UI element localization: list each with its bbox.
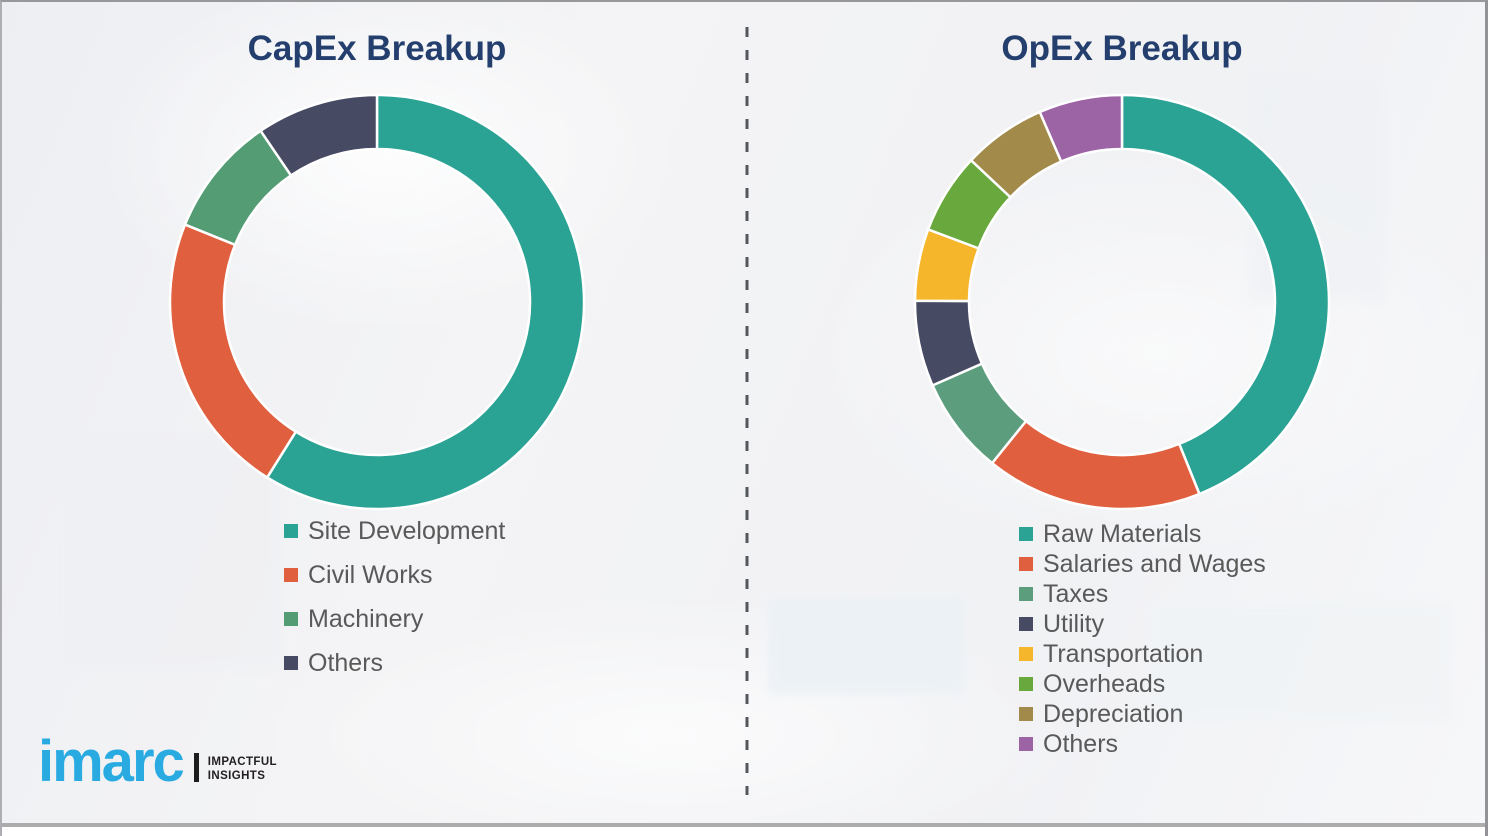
- legend-label: Site Development: [308, 516, 506, 545]
- logo-tagline: IMPACTFUL INSIGHTS: [208, 755, 277, 783]
- legend-item: Overheads: [1019, 669, 1266, 699]
- opex-donut-chart: [913, 93, 1331, 511]
- legend-label: Overheads: [1043, 669, 1166, 698]
- legend-marker-taxes: [1019, 587, 1033, 601]
- donut-segment-raw-materials: [1120, 93, 1331, 496]
- legend-item: Taxes: [1019, 579, 1266, 609]
- tagline-line2: INSIGHTS: [207, 769, 266, 782]
- legend-label: Raw Materials: [1043, 519, 1202, 548]
- donut-segment-civil-works: [168, 222, 298, 480]
- legend-label: Taxes: [1043, 579, 1109, 608]
- tagline-line1: IMPACTFUL: [207, 755, 277, 768]
- bottom-margin: [2, 827, 1485, 836]
- legend-item: Others: [284, 648, 505, 678]
- background-texture: [768, 598, 964, 694]
- legend-item: Salaries and Wages: [1019, 549, 1266, 579]
- legend-marker-utility: [1019, 617, 1033, 631]
- legend-label: Salaries and Wages: [1043, 549, 1266, 578]
- legend-label: Utility: [1043, 609, 1105, 638]
- legend-item: Depreciation: [1019, 699, 1266, 729]
- capex-chart-title: CapEx Breakup: [247, 29, 507, 68]
- legend-marker-others: [1019, 737, 1033, 751]
- dashed-divider: [745, 27, 749, 795]
- legend-marker-depreciation: [1019, 707, 1033, 721]
- opex-chart-title: OpEx Breakup: [1001, 29, 1243, 68]
- legend-label: Others: [308, 648, 384, 677]
- legend-label: Civil Works: [308, 560, 433, 589]
- legend-item: Raw Materials: [1019, 519, 1266, 549]
- opex-legend: Raw Materials Salaries and Wages Taxes U…: [1019, 519, 1266, 759]
- donut-segment-site-development: [265, 93, 586, 511]
- legend-label: Others: [1043, 729, 1119, 758]
- legend-item: Machinery: [284, 604, 505, 634]
- bottom-border-line: [2, 823, 1485, 827]
- legend-item: Utility: [1019, 609, 1266, 639]
- donut-segment-others: [1038, 93, 1124, 164]
- legend-marker-transportation: [1019, 647, 1033, 661]
- legend-label: Transportation: [1043, 639, 1204, 668]
- legend-item: Civil Works: [284, 560, 505, 590]
- legend-item: Others: [1019, 729, 1266, 759]
- donut-segment-salaries-and-wages: [990, 419, 1202, 511]
- donut-segment-others: [258, 93, 379, 178]
- legend-item: Site Development: [284, 516, 505, 546]
- legend-marker-salaries-and-wages: [1019, 557, 1033, 571]
- imarc-wordmark: imarc: [38, 729, 185, 794]
- capex-donut-chart: [168, 93, 586, 511]
- legend-marker-site-development: [284, 524, 298, 538]
- legend-marker-overheads: [1019, 677, 1033, 691]
- legend-item: Transportation: [1019, 639, 1266, 669]
- legend-marker-civil-works: [284, 568, 298, 582]
- legend-marker-machinery: [284, 612, 298, 626]
- legend-label: Machinery: [308, 604, 424, 633]
- capex-legend: Site Development Civil Works Machinery O…: [284, 516, 505, 692]
- legend-marker-raw-materials: [1019, 527, 1033, 541]
- logo-divider-bar: [193, 752, 199, 782]
- legend-marker-others: [284, 656, 298, 670]
- legend-label: Depreciation: [1043, 699, 1184, 728]
- imarc-logo: imarc IMPACTFUL INSIGHTS: [38, 729, 277, 794]
